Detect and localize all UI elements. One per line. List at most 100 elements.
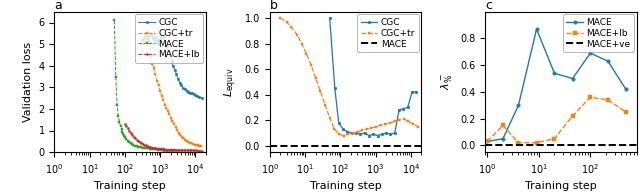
MACE bbox=[140, 147, 147, 149]
MACE bbox=[163, 148, 171, 151]
CGC+tr bbox=[180, 137, 188, 139]
CGC+tr bbox=[363, 128, 371, 130]
MACE bbox=[122, 138, 130, 140]
CGC bbox=[369, 133, 377, 135]
CGC bbox=[154, 43, 162, 45]
CGC bbox=[344, 130, 351, 133]
MACE bbox=[150, 148, 158, 150]
CGC+tr bbox=[400, 118, 408, 120]
CGC bbox=[141, 37, 148, 40]
CGC+tr bbox=[193, 144, 200, 146]
MACE bbox=[144, 147, 152, 150]
CGC bbox=[168, 60, 175, 63]
MACE bbox=[116, 121, 124, 123]
CGC+tr bbox=[381, 123, 389, 125]
CGC bbox=[193, 95, 201, 97]
MACE+lb bbox=[168, 149, 175, 151]
MACE bbox=[499, 137, 507, 140]
MACE bbox=[156, 148, 163, 151]
MACE+lb bbox=[532, 142, 540, 144]
CGC+tr bbox=[283, 21, 291, 23]
CGC bbox=[331, 87, 339, 90]
CGC+tr bbox=[175, 131, 182, 134]
CGC+tr bbox=[276, 17, 284, 19]
MACE bbox=[604, 60, 612, 62]
CGC+tr bbox=[152, 73, 159, 75]
CGC+tr bbox=[148, 62, 156, 65]
MACE+lb bbox=[121, 123, 129, 125]
CGC bbox=[148, 33, 156, 35]
MACE+lb bbox=[127, 132, 134, 134]
Y-axis label: $\lambda^-_\%$: $\lambda^-_\%$ bbox=[440, 73, 454, 90]
MACE bbox=[121, 136, 129, 138]
CGC+tr bbox=[167, 116, 175, 119]
MACE bbox=[115, 115, 122, 118]
CGC bbox=[352, 132, 360, 134]
MACE bbox=[120, 135, 128, 137]
Line: MACE: MACE bbox=[486, 27, 628, 143]
Line: MACE: MACE bbox=[113, 19, 175, 151]
MACE bbox=[157, 148, 164, 151]
MACE bbox=[622, 88, 630, 90]
CGC+tr bbox=[168, 120, 176, 122]
CGC bbox=[183, 89, 191, 92]
CGC bbox=[326, 17, 333, 19]
MACE bbox=[127, 142, 134, 145]
CGC+tr bbox=[142, 36, 150, 39]
CGC bbox=[412, 91, 420, 93]
CGC bbox=[184, 90, 192, 93]
X-axis label: Training step: Training step bbox=[525, 181, 597, 191]
CGC bbox=[181, 88, 189, 91]
CGC bbox=[396, 109, 403, 111]
MACE+lb bbox=[196, 149, 204, 152]
CGC bbox=[152, 35, 159, 38]
CGC bbox=[356, 133, 364, 135]
CGC bbox=[399, 107, 407, 110]
MACE+lb bbox=[198, 149, 205, 152]
MACE bbox=[136, 146, 144, 148]
CGC+tr bbox=[335, 133, 343, 135]
CGC bbox=[150, 39, 158, 41]
CGC bbox=[156, 39, 163, 41]
CGC bbox=[361, 132, 369, 134]
MACE bbox=[167, 149, 175, 151]
CGC bbox=[374, 134, 381, 137]
CGC+tr bbox=[172, 126, 179, 129]
CGC+tr bbox=[183, 140, 191, 142]
MACE bbox=[116, 125, 124, 127]
CGC+tr bbox=[156, 89, 164, 92]
CGC bbox=[145, 41, 152, 43]
CGC bbox=[408, 91, 416, 93]
CGC+tr bbox=[396, 119, 403, 121]
CGC bbox=[147, 32, 155, 35]
MACE bbox=[130, 144, 138, 146]
CGC+tr bbox=[141, 39, 148, 41]
MACE+lb bbox=[499, 124, 507, 127]
MACE bbox=[124, 140, 132, 142]
CGC bbox=[387, 133, 394, 135]
CGC+tr bbox=[170, 123, 178, 125]
CGC bbox=[191, 94, 199, 96]
MACE+lb bbox=[569, 115, 577, 117]
CGC+tr bbox=[414, 125, 422, 128]
CGC bbox=[188, 92, 196, 95]
CGC bbox=[171, 69, 179, 71]
CGC+tr bbox=[188, 142, 195, 145]
Legend: MACE, MACE+lb, MACE+ve: MACE, MACE+lb, MACE+ve bbox=[563, 14, 634, 52]
MACE bbox=[138, 146, 145, 149]
MACE bbox=[170, 149, 178, 151]
MACE+lb bbox=[157, 148, 165, 151]
MACE bbox=[550, 72, 558, 74]
CGC+tr bbox=[349, 132, 356, 134]
CGC bbox=[169, 65, 177, 67]
CGC+tr bbox=[161, 103, 168, 106]
CGC bbox=[166, 54, 174, 56]
CGC bbox=[164, 49, 172, 52]
MACE+lb bbox=[171, 149, 179, 151]
CGC+tr bbox=[316, 90, 324, 92]
MACE+lb bbox=[192, 149, 200, 152]
MACE bbox=[141, 147, 148, 149]
CGC+tr bbox=[181, 138, 189, 141]
MACE+lb bbox=[484, 140, 492, 143]
CGC+tr bbox=[138, 43, 145, 45]
